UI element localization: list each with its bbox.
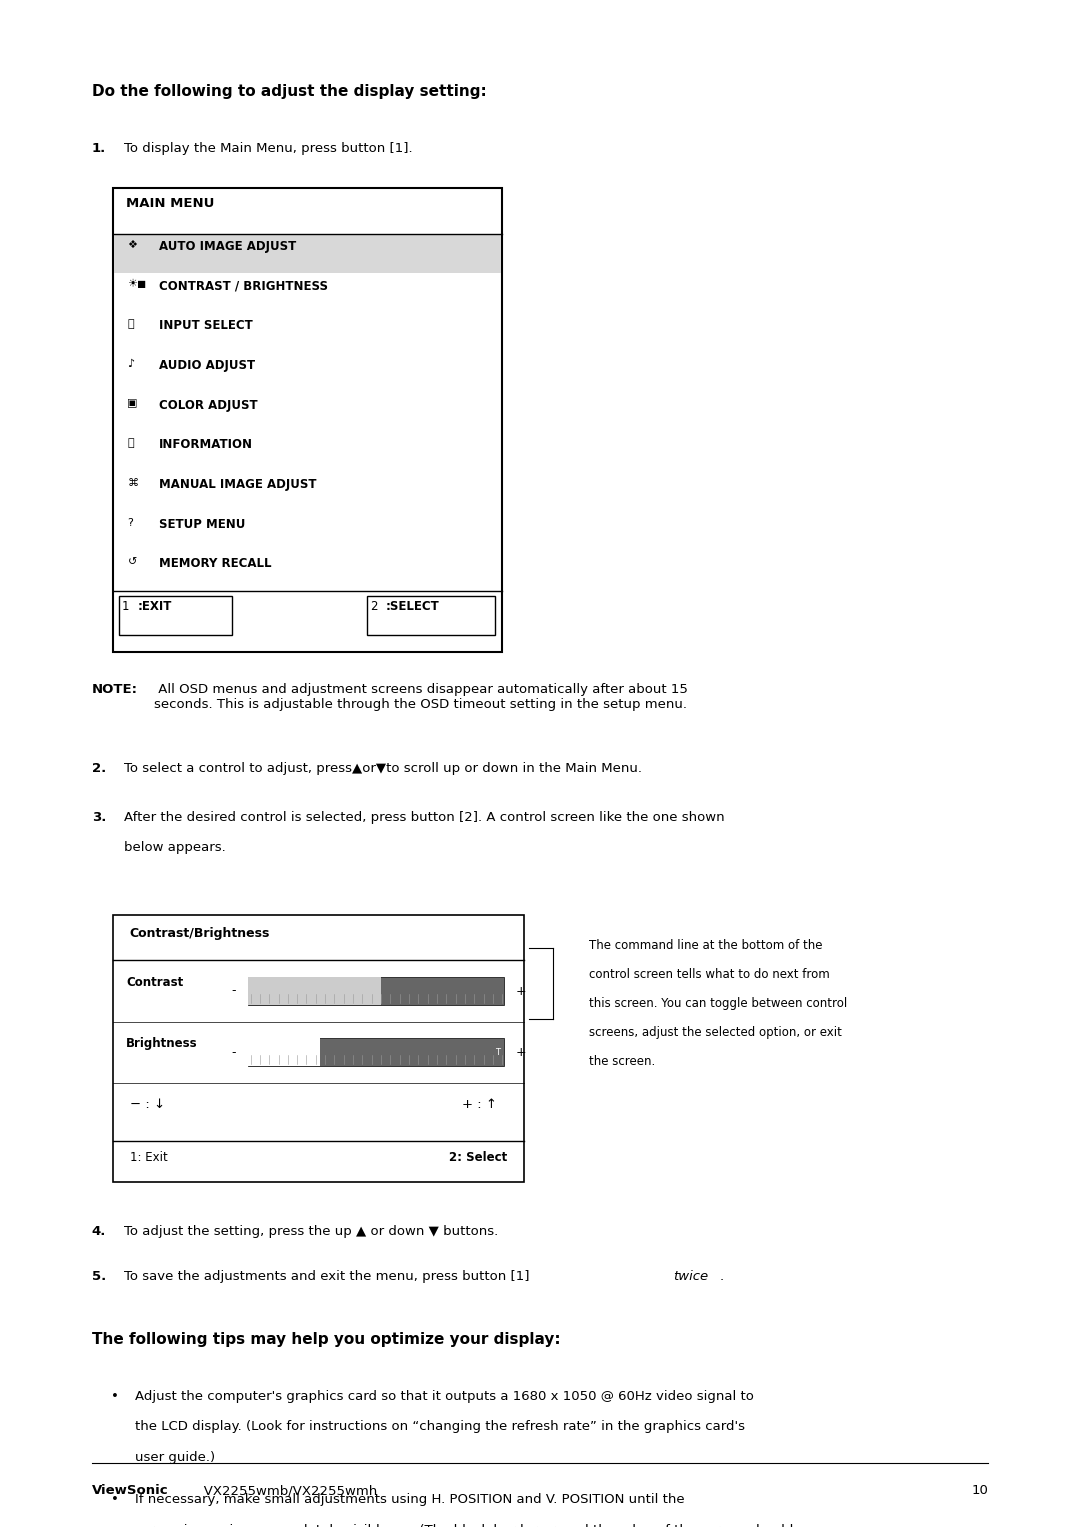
Text: ♪: ♪	[127, 359, 135, 370]
Text: . (The black border around the edge of the screen should: . (The black border around the edge of t…	[411, 1524, 794, 1527]
Text: ☀◼: ☀◼	[127, 279, 147, 290]
Text: CONTRAST / BRIGHTNESS: CONTRAST / BRIGHTNESS	[159, 279, 327, 293]
Text: MANUAL IMAGE ADJUST: MANUAL IMAGE ADJUST	[159, 478, 316, 492]
Text: MEMORY RECALL: MEMORY RECALL	[159, 557, 271, 571]
Text: To adjust the setting, press the up ▲ or down ▼ buttons.: To adjust the setting, press the up ▲ or…	[124, 1225, 499, 1238]
Text: ▣: ▣	[127, 399, 138, 409]
Text: twice: twice	[673, 1270, 708, 1284]
Text: 4.: 4.	[92, 1225, 106, 1238]
Text: NOTE:: NOTE:	[92, 683, 138, 696]
Text: To save the adjustments and exit the menu, press button [1]: To save the adjustments and exit the men…	[124, 1270, 534, 1284]
Text: ViewSonic: ViewSonic	[92, 1484, 168, 1498]
Text: -: -	[231, 985, 235, 997]
Text: INFORMATION: INFORMATION	[159, 438, 253, 452]
Text: ⓘ: ⓘ	[127, 438, 134, 449]
Text: Adjust the computer's graphics card so that it outputs a 1680 x 1050 @ 60Hz vide: Adjust the computer's graphics card so t…	[135, 1390, 754, 1403]
Text: :SELECT: :SELECT	[386, 600, 440, 614]
Text: The following tips may help you optimize your display:: The following tips may help you optimize…	[92, 1332, 561, 1347]
Text: Contrast: Contrast	[126, 976, 184, 989]
Text: 1: Exit: 1: Exit	[130, 1151, 167, 1165]
Text: After the desired control is selected, press button [2]. A control screen like t: After the desired control is selected, p…	[124, 811, 725, 825]
Bar	[248, 977, 504, 1005]
Bar	[114, 234, 501, 273]
Text: If necessary, make small adjustments using H. POSITION and V. POSITION until the: If necessary, make small adjustments usi…	[135, 1493, 685, 1507]
Text: :EXIT: :EXIT	[137, 600, 172, 614]
Text: COLOR ADJUST: COLOR ADJUST	[159, 399, 257, 412]
Text: T: T	[495, 1048, 500, 1057]
Bar	[113, 915, 524, 1182]
Text: 1: 1	[122, 600, 130, 614]
Bar	[248, 977, 381, 1005]
Text: -: -	[231, 1046, 235, 1058]
Text: this screen. You can toggle between control: this screen. You can toggle between cont…	[589, 997, 847, 1011]
Text: the LCD display. (Look for instructions on “changing the refresh rate” in the gr: the LCD display. (Look for instructions …	[135, 1420, 745, 1434]
Text: ↺: ↺	[127, 557, 137, 568]
Text: ⎙: ⎙	[127, 319, 134, 330]
Text: screens, adjust the selected option, or exit: screens, adjust the selected option, or …	[589, 1026, 841, 1040]
Text: ❖: ❖	[127, 240, 137, 250]
Text: 5.: 5.	[92, 1270, 106, 1284]
Text: MAIN MENU: MAIN MENU	[126, 197, 215, 211]
Text: +: +	[515, 1046, 526, 1058]
Text: Contrast/Brightness: Contrast/Brightness	[130, 927, 270, 941]
Bar	[248, 1038, 504, 1066]
Text: ?: ?	[127, 518, 133, 528]
Text: To select a control to adjust, press▲or▼to scroll up or down in the Main Menu.: To select a control to adjust, press▲or▼…	[124, 762, 643, 776]
Text: INPUT SELECT: INPUT SELECT	[159, 319, 253, 333]
Text: +: +	[515, 985, 526, 997]
Text: To display the Main Menu, press button [1].: To display the Main Menu, press button […	[124, 142, 413, 156]
Text: •: •	[111, 1493, 119, 1507]
Bar	[248, 1038, 320, 1066]
Text: the screen.: the screen.	[589, 1055, 654, 1069]
Text: 3.: 3.	[92, 811, 106, 825]
Text: •: •	[111, 1390, 119, 1403]
Text: All OSD menus and adjustment screens disappear automatically after about 15
seco: All OSD menus and adjustment screens dis…	[154, 683, 688, 710]
Text: 10: 10	[971, 1484, 988, 1498]
Text: 2: Select: 2: Select	[449, 1151, 508, 1165]
Bar	[367, 596, 495, 635]
Text: 2.: 2.	[92, 762, 106, 776]
Text: ⌘: ⌘	[127, 478, 138, 489]
Text: Brightness: Brightness	[126, 1037, 198, 1051]
Text: Do the following to adjust the display setting:: Do the following to adjust the display s…	[92, 84, 487, 99]
Text: AUDIO ADJUST: AUDIO ADJUST	[159, 359, 255, 373]
Text: SETUP MENU: SETUP MENU	[159, 518, 245, 531]
Text: − : ↓: − : ↓	[130, 1098, 165, 1112]
Text: .: .	[719, 1270, 724, 1284]
Text: completely visible: completely visible	[267, 1524, 388, 1527]
Text: below appears.: below appears.	[124, 841, 226, 855]
Text: VX2255wmb/VX2255wmh: VX2255wmb/VX2255wmh	[191, 1484, 377, 1498]
Text: + : ↑: + : ↑	[462, 1098, 497, 1112]
Text: AUTO IMAGE ADJUST: AUTO IMAGE ADJUST	[159, 240, 296, 253]
Bar	[113, 188, 502, 652]
Text: 2: 2	[370, 600, 378, 614]
Text: The command line at the bottom of the: The command line at the bottom of the	[589, 939, 822, 953]
Text: control screen tells what to do next from: control screen tells what to do next fro…	[589, 968, 829, 982]
Text: 1.: 1.	[92, 142, 106, 156]
Text: user guide.): user guide.)	[135, 1451, 215, 1464]
Text: screen image is: screen image is	[135, 1524, 244, 1527]
Bar	[119, 596, 232, 635]
